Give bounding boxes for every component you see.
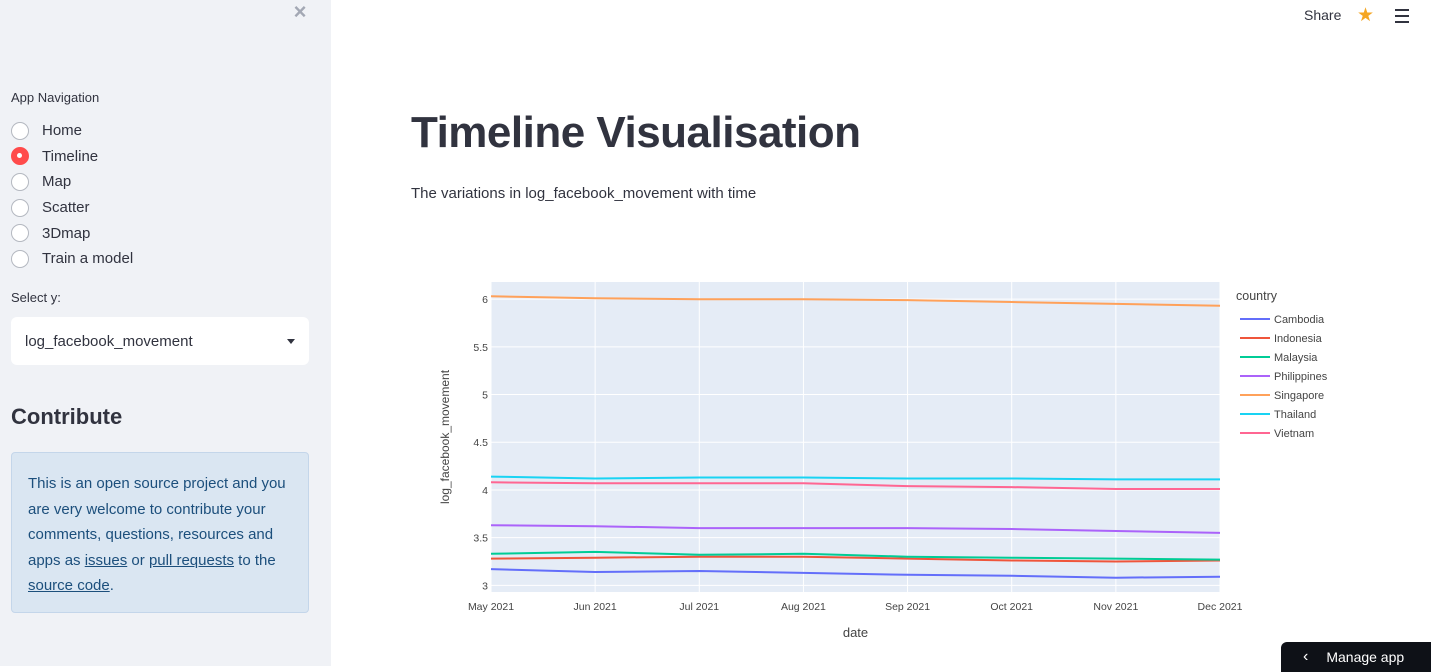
legend-item-label: Singapore	[1274, 390, 1324, 402]
y-tick-label: 5.5	[473, 342, 488, 354]
select-y-label: Select y:	[11, 290, 61, 305]
nav-option-label: Timeline	[42, 147, 99, 165]
info-text: .	[109, 577, 114, 595]
issues-link[interactable]: issues	[84, 551, 128, 569]
y-tick-label: 3	[482, 580, 488, 592]
nav-option-scatter[interactable]: Scatter	[11, 195, 133, 221]
legend-item-label: Thailand	[1274, 409, 1316, 421]
nav-option-label: Train a model	[42, 250, 134, 268]
y-tick-label: 4.5	[473, 437, 488, 449]
nav-option-train-a-model[interactable]: Train a model	[11, 246, 133, 272]
nav-label: App Navigation	[11, 90, 100, 105]
legend-item-label: Philippines	[1274, 371, 1328, 383]
select-y-dropdown[interactable]: log_facebook_movement	[11, 317, 309, 365]
series-line-cambodia	[490, 568, 1221, 579]
x-tick-label: Jul 2021	[679, 601, 719, 613]
info-text: This is an open source project and you a…	[28, 475, 286, 569]
manage-app-label: Manage app	[1326, 649, 1405, 665]
info-text: to the	[234, 551, 276, 569]
radio-button-icon[interactable]	[11, 172, 29, 191]
info-text: or	[127, 551, 149, 569]
series-line-malaysia	[490, 550, 1221, 561]
contribute-info-box: This is an open source project and you a…	[11, 452, 309, 613]
select-y-value: log_facebook_movement	[25, 332, 193, 350]
nav-option-map[interactable]: Map	[11, 169, 133, 195]
y-tick-label: 4	[482, 485, 488, 497]
x-tick-label: Aug 2021	[781, 601, 826, 613]
nav-option-timeline[interactable]: Timeline	[11, 144, 133, 170]
x-tick-label: Oct 2021	[990, 601, 1033, 613]
legend-item-label: Vietnam	[1274, 428, 1314, 440]
nav-option-home[interactable]: Home	[11, 118, 133, 144]
x-tick-label: Sep 2021	[885, 601, 930, 613]
nav-option-label: 3Dmap	[42, 224, 91, 242]
legend-item-label: Cambodia	[1274, 314, 1325, 326]
share-button[interactable]: Share	[1304, 7, 1342, 23]
nav-option-label: Map	[42, 173, 72, 191]
radio-button-icon[interactable]	[11, 249, 29, 268]
legend-item-label: Indonesia	[1274, 333, 1323, 345]
y-tick-label: 6	[482, 294, 488, 306]
radio-button-icon[interactable]	[11, 121, 29, 140]
caret-down-icon	[287, 338, 295, 344]
radio-button-icon[interactable]	[11, 224, 29, 243]
y-tick-label: 3.5	[473, 533, 488, 545]
nav-option-label: Scatter	[42, 199, 90, 217]
plot-area	[491, 282, 1220, 592]
series-line-thailand	[490, 475, 1220, 481]
nav-option-label: Home	[42, 122, 83, 140]
pull-requests-link[interactable]: pull requests	[148, 551, 234, 569]
x-axis-title: date	[843, 625, 868, 640]
radio-button-icon[interactable]	[11, 147, 29, 166]
series-line-vietnam	[490, 481, 1220, 490]
series-line-indonesia	[490, 555, 1221, 563]
manage-app-button[interactable]: ‹ Manage app	[1281, 642, 1431, 672]
y-tick-label: 5	[482, 390, 488, 402]
series-line-philippines	[490, 524, 1221, 534]
page-title: Timeline Visualisation	[411, 108, 861, 157]
nav-radio-group: Home Timeline Map Scatter 3Dmap Train a model	[11, 118, 133, 272]
page-subtitle: The variations in log_facebook_movement …	[411, 185, 757, 202]
series-line-singapore	[490, 295, 1221, 307]
x-tick-label: Nov 2021	[1093, 601, 1138, 613]
x-tick-label: Jun 2021	[574, 601, 617, 613]
x-tick-label: Dec 2021	[1198, 601, 1243, 613]
y-axis-title: log_facebook_movement	[438, 369, 452, 504]
chevron-left-icon: ‹	[1303, 648, 1309, 665]
radio-button-icon[interactable]	[11, 198, 29, 217]
sidebar: × App Navigation Home Timeline Map Scatter 3…	[0, 0, 331, 666]
nav-option-3dmap[interactable]: 3Dmap	[11, 220, 133, 246]
timeline-chart[interactable]: May 2021 Jun 2021 Jul 2021 Aug 2021 Sep 2021…	[430, 275, 1360, 645]
legend-item-label: Malaysia	[1274, 352, 1318, 364]
x-tick-label: May 2021	[468, 601, 514, 613]
hamburger-menu-icon[interactable]	[1395, 9, 1409, 27]
close-sidebar-icon[interactable]: ×	[293, 0, 307, 24]
legend-title: country	[1236, 289, 1278, 303]
contribute-heading: Contribute	[11, 404, 123, 429]
star-icon[interactable]: ★	[1357, 5, 1375, 26]
source-code-link[interactable]: source code	[28, 577, 110, 595]
